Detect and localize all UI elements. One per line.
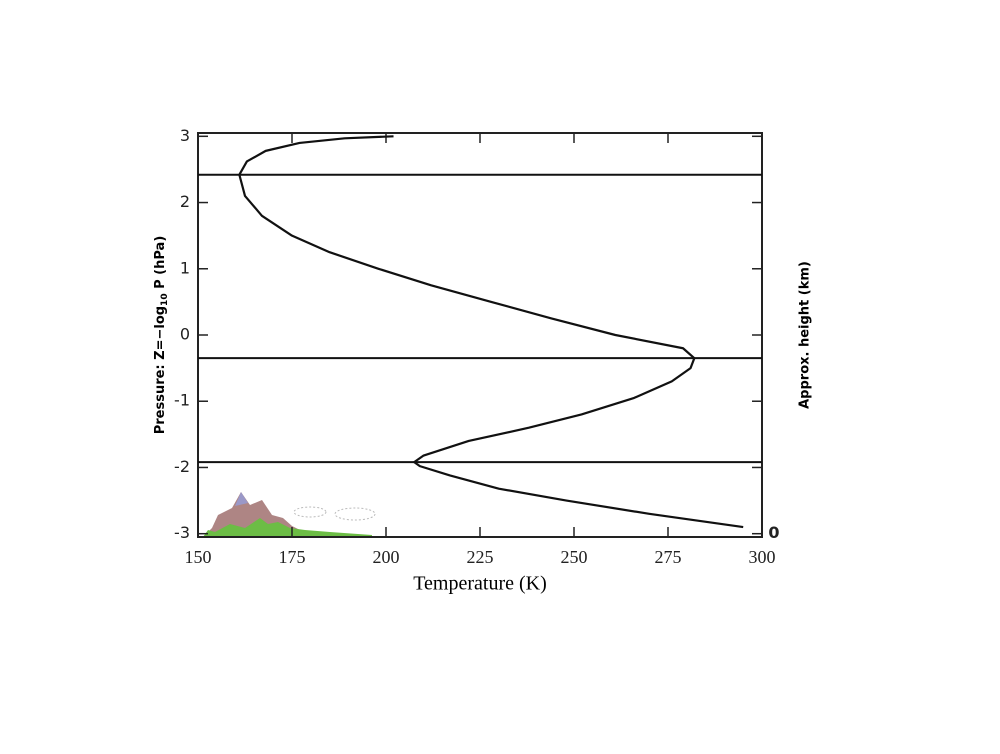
y-tick-label: 3 bbox=[180, 126, 190, 145]
y2-axis-label: Approx. height (km) bbox=[798, 261, 813, 409]
y2-tick-label: 0 bbox=[768, 523, 779, 542]
x-axis-label: Temperature (K) bbox=[413, 573, 547, 595]
x-tick-label: 250 bbox=[561, 547, 588, 567]
y-tick-label: 0 bbox=[180, 325, 190, 344]
x-tick-label: 300 bbox=[749, 547, 776, 567]
y-tick-label: 2 bbox=[180, 192, 190, 211]
y-tick-label: -2 bbox=[174, 457, 190, 476]
y-axis-label: Pressure: Z=−log10 P (hPa) bbox=[153, 236, 170, 435]
x-tick-label: 225 bbox=[467, 547, 494, 567]
y-axis-label-after: P (hPa) bbox=[153, 236, 168, 294]
y-tick-label: 1 bbox=[180, 258, 190, 277]
x-tick-label: 275 bbox=[655, 547, 682, 567]
terrain-decoration bbox=[203, 492, 376, 537]
y-tick-label: -1 bbox=[174, 391, 190, 410]
temperature-profile bbox=[238, 135, 744, 529]
plot-frame bbox=[197, 132, 763, 538]
x-tick-label: 150 bbox=[185, 547, 212, 567]
y-tick-label: -3 bbox=[174, 523, 190, 542]
y-axis-label-text: Pressure: Z=−log bbox=[153, 306, 168, 434]
x-tick-label: 175 bbox=[279, 547, 306, 567]
x-tick-label: 200 bbox=[373, 547, 400, 567]
y-axis-label-sub: 10 bbox=[160, 293, 170, 306]
